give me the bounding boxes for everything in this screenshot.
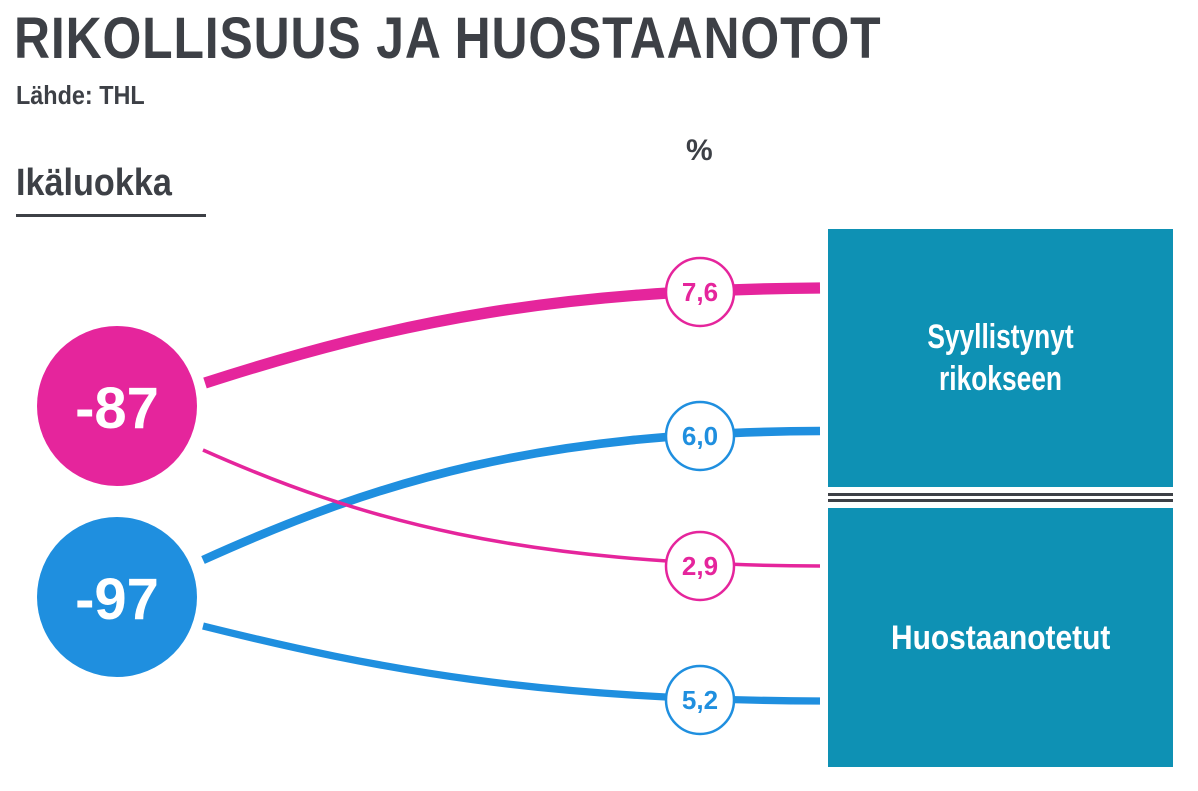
outcome-divider-bottom <box>828 499 1173 502</box>
flow-97-to-huostaanotetut-value-label: 5,2 <box>682 685 718 715</box>
outcome-box-custody: Huostaanotetut <box>828 508 1173 767</box>
age-group-circle-87 <box>37 326 197 486</box>
outcome-box-crime: Syyllistynyt rikokseen <box>828 229 1173 487</box>
unit-label: % <box>686 134 713 167</box>
age-group-label-87: -87 <box>75 376 159 441</box>
flow-87-to-syyllistynyt-rikokseen-value-badge <box>664 256 736 328</box>
flow-97-to-huostaanotetut-value-badge <box>664 664 736 736</box>
age-group-label-97: -97 <box>75 567 159 632</box>
flow-97-to-syyllistynyt-rikokseen-value-label: 6,0 <box>682 421 718 451</box>
age-group-circle-97 <box>37 517 197 677</box>
source-label: Lähde: THL <box>16 80 145 110</box>
flow-87-to-syyllistynyt-rikokseen-value-label: 7,6 <box>682 277 718 307</box>
outcome-crime-line1: Syyllistynyt <box>927 318 1074 356</box>
flow-87-to-huostaanotetut-value-label: 2,9 <box>682 551 718 581</box>
age-group-node-97: -97 <box>37 517 197 677</box>
outcome-divider-top <box>828 493 1173 496</box>
age-group-heading: Ikäluokka <box>16 162 172 204</box>
outcome-custody-label: Huostaanotetut <box>890 618 1111 657</box>
flow-87-to-huostaanotetut-value-badge <box>664 530 736 602</box>
flow-links <box>201 282 821 705</box>
flow-97-to-syyllistynyt-rikokseen-value-badge <box>664 400 736 472</box>
outcome-crime-line2: rikokseen <box>939 360 1062 398</box>
age-group-nodes: -87 -97 <box>37 326 197 677</box>
age-group-node-87: -87 <box>37 326 197 486</box>
flow-value-labels: 7,6 6,0 2,9 5,2 <box>664 256 736 736</box>
age-group-heading-underline <box>16 214 206 217</box>
chart-title: RIKOLLISUUS JA HUOSTAANOTOT <box>14 6 882 71</box>
